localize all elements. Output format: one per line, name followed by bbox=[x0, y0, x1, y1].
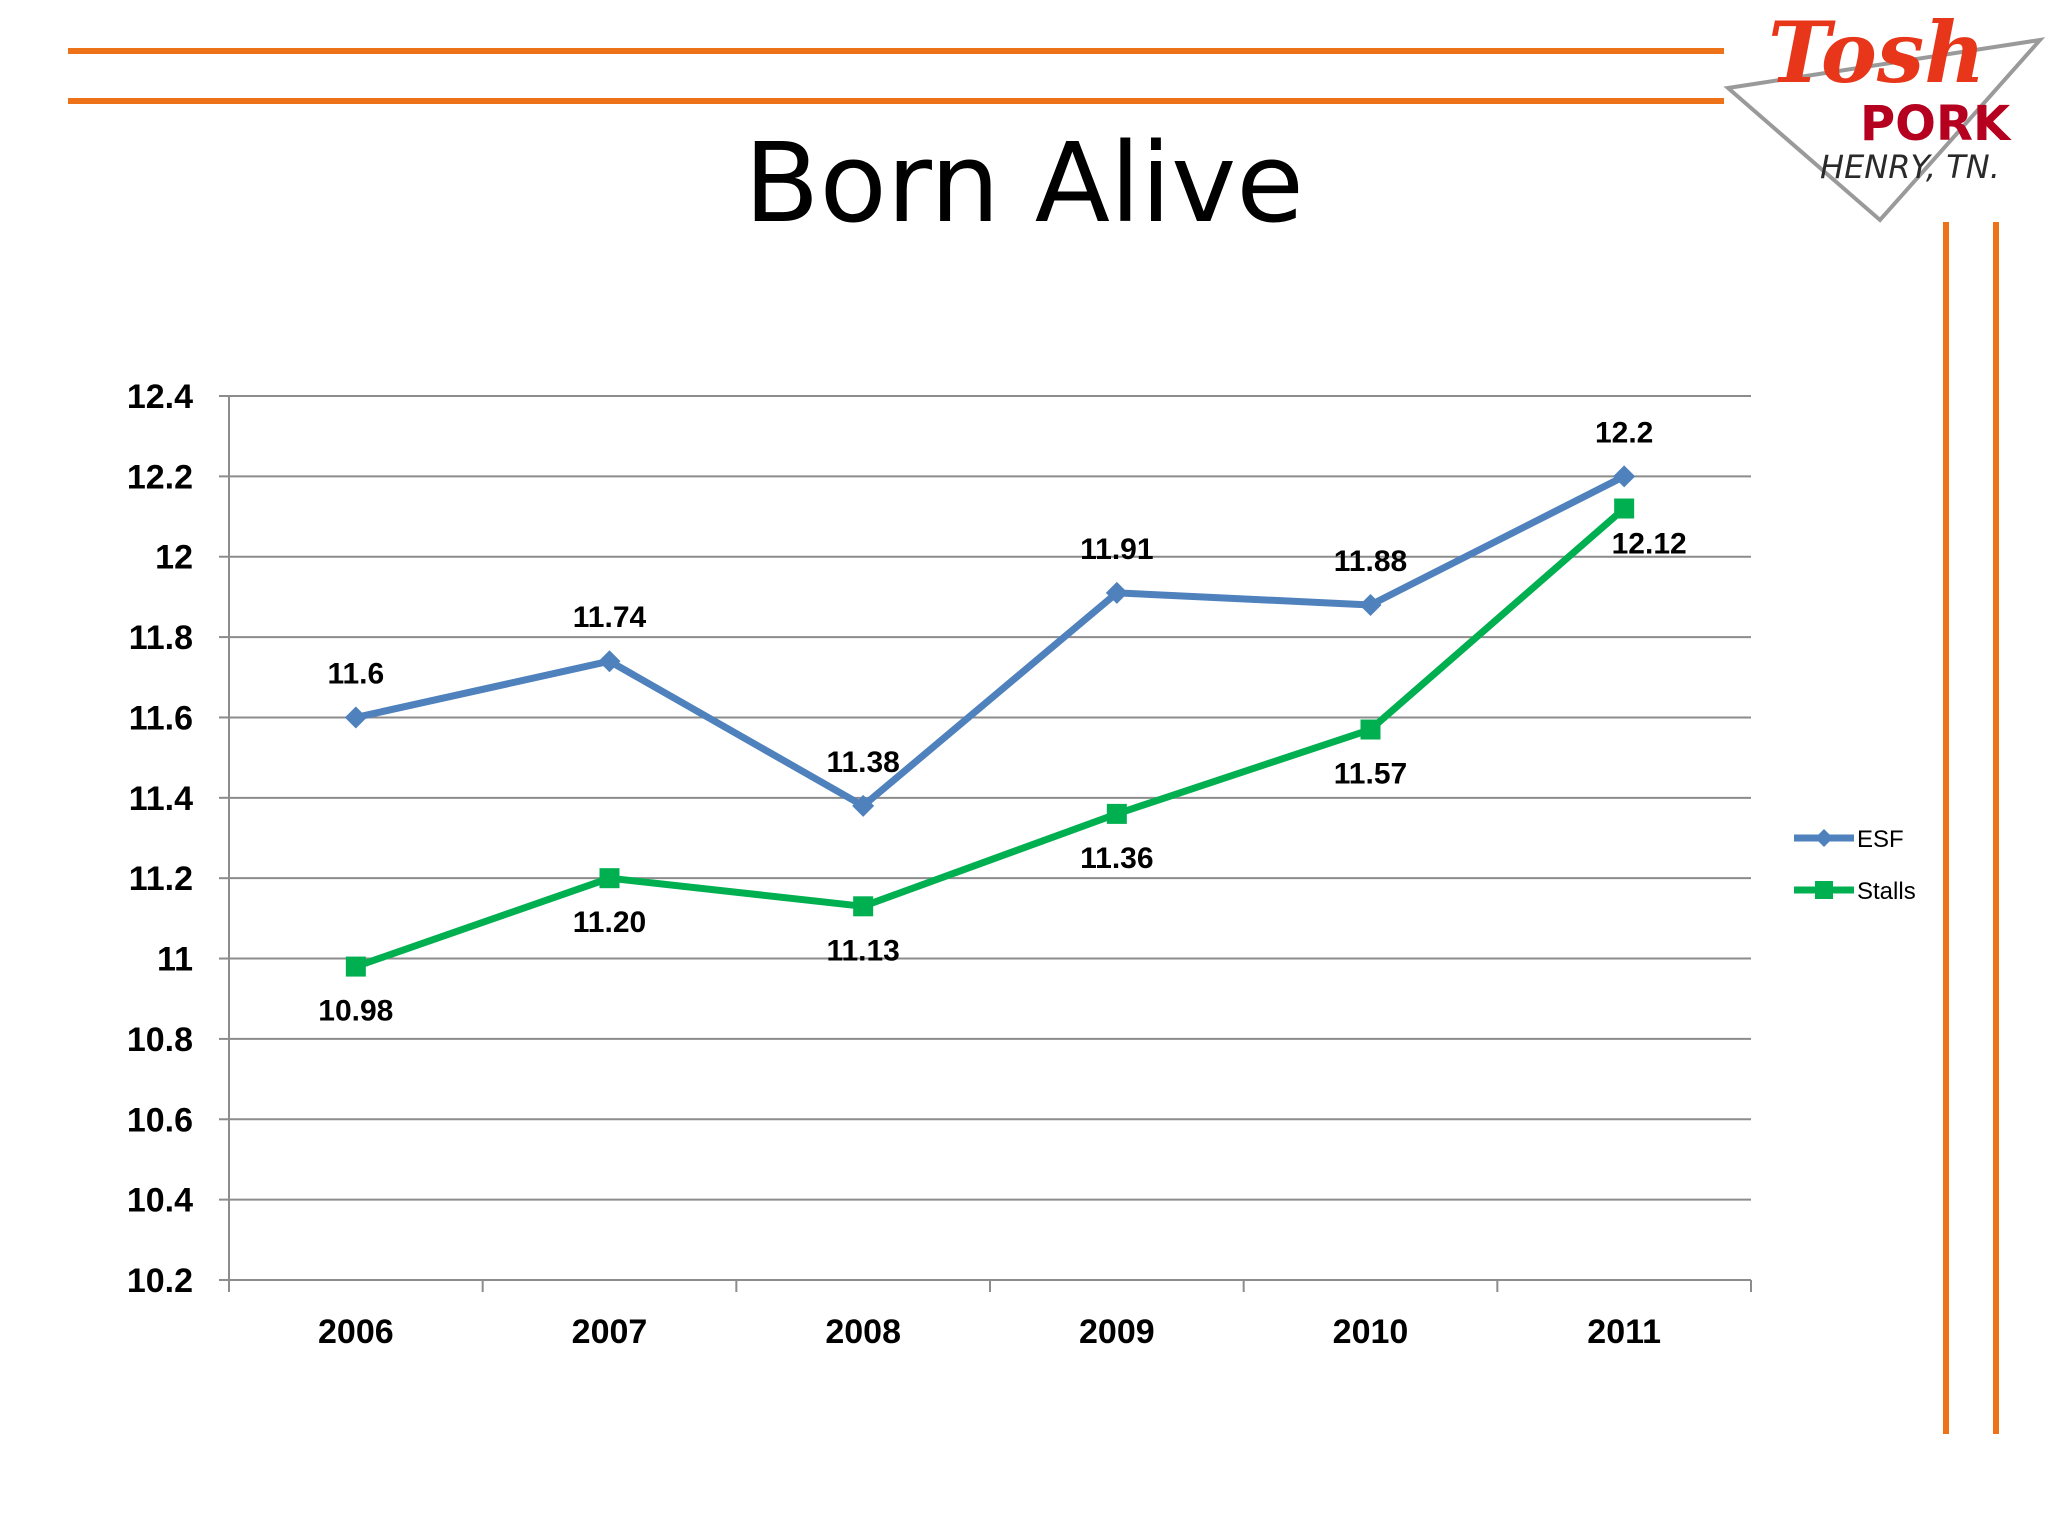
x-tick-label: 2007 bbox=[572, 1313, 648, 1351]
y-tick-label: 11.8 bbox=[129, 619, 193, 657]
y-tick-label: 12 bbox=[155, 539, 193, 577]
data-point-stalls bbox=[1106, 803, 1127, 824]
legend-marker-esf bbox=[1815, 829, 1833, 847]
data-point-esf bbox=[1613, 465, 1636, 488]
y-tick-label: 11.6 bbox=[129, 699, 193, 737]
data-label-esf: 12.2 bbox=[1595, 416, 1653, 449]
x-tick-label: 2009 bbox=[1079, 1313, 1155, 1351]
y-tick-label: 10.8 bbox=[127, 1021, 193, 1059]
data-label-esf: 11.88 bbox=[1334, 545, 1407, 578]
legend-marker-stalls bbox=[1815, 881, 1833, 899]
logo-text-henry: HENRY, TN. bbox=[1820, 148, 2000, 186]
slide-title: Born Alive bbox=[744, 119, 1304, 247]
chart-grid bbox=[229, 395, 1751, 1281]
legend-label-esf: ESF bbox=[1857, 826, 1904, 853]
chart-series: 11.6 11.74 11.38 11.91 11.88 12.2 10.98 11.20 11… bbox=[318, 416, 1686, 1027]
y-tick-label: 11.2 bbox=[129, 860, 193, 898]
logo-text-tosh: Tosh bbox=[1768, 3, 1985, 102]
data-label-stalls: 11.36 bbox=[1080, 842, 1153, 875]
data-point-stalls bbox=[1360, 719, 1381, 740]
x-tick-label: 2011 bbox=[1587, 1313, 1661, 1351]
data-label-stalls: 11.57 bbox=[1334, 758, 1407, 791]
data-label-stalls: 11.13 bbox=[826, 934, 899, 967]
tosh-pork-logo: Tosh PORK HENRY, TN. bbox=[1723, 3, 2046, 223]
data-label-esf: 11.91 bbox=[1080, 533, 1153, 566]
data-label-stalls: 12.12 bbox=[1612, 528, 1687, 561]
y-tick-label: 11 bbox=[157, 941, 193, 979]
y-tick-label: 10.2 bbox=[127, 1262, 193, 1300]
y-tick-label: 12.4 bbox=[127, 378, 193, 416]
series-line-esf bbox=[355, 473, 1626, 810]
right-accent-line-1 bbox=[1943, 222, 1949, 1434]
data-point-esf bbox=[1105, 581, 1128, 604]
legend-label-stalls: Stalls bbox=[1857, 878, 1916, 905]
data-point-stalls bbox=[1614, 498, 1635, 519]
data-point-esf bbox=[1359, 593, 1382, 616]
top-accent-line-1 bbox=[68, 48, 1724, 54]
data-point-stalls bbox=[599, 868, 620, 889]
y-tick-label: 10.4 bbox=[127, 1182, 193, 1220]
data-label-stalls: 10.98 bbox=[318, 995, 393, 1028]
data-label-stalls: 11.20 bbox=[573, 906, 646, 939]
logo-triangle bbox=[1723, 37, 2046, 223]
data-label-esf: 11.38 bbox=[826, 746, 899, 779]
x-tick-label: 2010 bbox=[1333, 1313, 1409, 1351]
data-point-esf bbox=[344, 706, 367, 729]
data-point-esf bbox=[852, 794, 875, 817]
y-tick-label: 10.6 bbox=[127, 1101, 193, 1139]
right-accent-line-2 bbox=[1993, 222, 1999, 1434]
series-line-stalls bbox=[354, 505, 1627, 970]
data-label-esf: 11.74 bbox=[573, 601, 647, 634]
y-tick-label: 11.4 bbox=[129, 780, 193, 818]
data-point-stalls bbox=[345, 956, 366, 977]
data-point-esf bbox=[598, 650, 621, 673]
x-tick-label: 2006 bbox=[318, 1313, 394, 1351]
top-accent-line-2 bbox=[68, 98, 1724, 104]
data-point-stalls bbox=[853, 896, 874, 917]
x-tick-label: 2008 bbox=[825, 1313, 901, 1351]
data-label-esf: 11.6 bbox=[327, 657, 384, 690]
y-tick-label: 12.2 bbox=[127, 458, 193, 496]
chart-legend: ESF Stalls bbox=[1794, 826, 1916, 905]
chart-axes: 10.2 10.4 10.6 10.8 11 11.2 11.4 11.6 11.8 12 12.2… bbox=[127, 378, 1752, 1351]
logo-text-pork: PORK bbox=[1860, 96, 2012, 152]
